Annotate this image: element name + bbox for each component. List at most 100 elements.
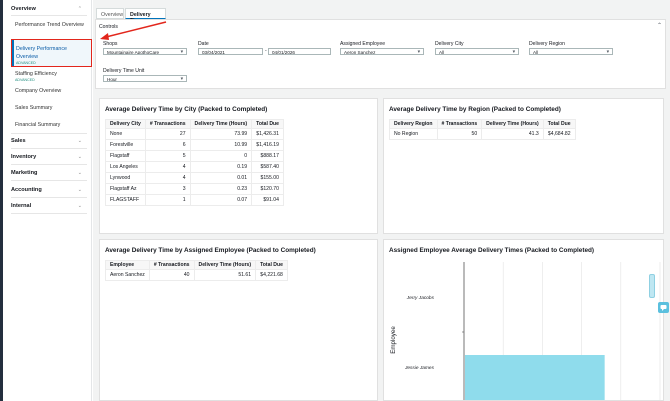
column-header[interactable]: # Transactions [436,119,483,129]
sidebar-item-delivery-performance[interactable]: Delivery Performance Overview ADVANCED [16,45,88,65]
sidebar-section-label: Marketing [11,170,38,176]
sidebar-item-label: Staffing Efficiency [15,71,57,77]
bar[interactable] [465,355,605,401]
region-table: Delivery Region # Transactions Delivery … [389,119,576,140]
chevron-down-icon: ▼ [511,49,516,54]
divider [11,180,87,181]
sidebar-item-financial-summary[interactable]: Financial Summary [15,121,60,129]
chevron-down-icon: ⌄ [77,203,82,209]
column-header[interactable]: Delivery Time (Hours) [481,119,544,129]
table-row: No Region 50 41.3 $4,684.82 [389,128,576,140]
table-cell: No Region [389,128,438,140]
table-cell: Los Angeles [105,161,146,173]
sidebar-section-marketing[interactable]: Marketing ⌄ [11,170,90,176]
sidebar-section-label: Accounting [11,187,42,193]
table-cell: 4 [144,172,191,184]
sidebar-section-accounting[interactable]: Accounting ⌄ [11,187,90,193]
region-table-panel: Average Delivery Time by Region (Packed … [383,98,664,234]
sidebar-section-label: Internal [11,203,32,209]
table-cell: $4,684.82 [542,128,576,140]
divider [11,213,87,214]
chevron-down-icon: ▼ [179,76,184,81]
app-edge-bar [0,0,3,401]
column-header[interactable]: # Transactions [148,260,195,270]
chevron-down-icon: ⌄ [77,138,82,144]
table-cell: 41.3 [481,128,544,140]
date-to-input[interactable]: 04/01/2026 [268,48,331,55]
divider [11,133,87,134]
sidebar-item-tag: ADVANCED [16,61,36,65]
tab-delivery-times[interactable]: Delivery Times [125,8,166,24]
table-cell: $1,426.31 [251,128,284,140]
column-header[interactable]: Delivery Time (Hours) [189,119,253,129]
date-from-input[interactable]: 03/04/2021 [198,48,263,55]
unit-label: Delivery Time Unit [103,68,145,74]
column-header[interactable]: Total Due [542,119,576,129]
sidebar-item-tag: ADVANCED [15,78,35,82]
sidebar-item-sales-summary[interactable]: Sales Summary [15,104,52,112]
shops-select[interactable]: Mountainaire ApothoCare ▼ [103,48,187,55]
sidebar-section-sales[interactable]: Sales ⌄ [11,138,90,144]
city-table: Delivery City # Transactions Delivery Ti… [105,119,284,206]
sidebar-item-staffing-efficiency[interactable]: Staffing Efficiency ADVANCED [15,70,57,82]
chevron-down-icon: ▼ [605,49,610,54]
chat-icon[interactable] [658,302,669,313]
table-cell: 6 [144,139,191,151]
shops-label: Shops [103,41,118,47]
table-row: FLAGSTAFF 1 0.07 $91.04 [105,194,284,206]
city-label: Delivery City [435,41,464,47]
table-cell: 0.19 [189,161,253,173]
region-select[interactable]: All ▼ [529,48,613,55]
employee-table-title: Average Delivery Time by Assigned Employ… [105,247,316,254]
table-cell: 3 [144,183,191,195]
table-cell: 10.99 [189,139,253,151]
chevron-down-icon: ⌄ [77,187,82,193]
highlight-box [11,39,92,67]
chevron-down-icon: ▼ [179,49,184,54]
column-header[interactable]: Total Due [255,260,288,270]
employee-label: Assigned Employee [340,41,386,47]
column-header[interactable]: Employee [105,260,150,270]
table-cell: 73.99 [189,128,253,140]
tab-overview[interactable]: Overview [96,8,124,19]
city-select[interactable]: All ▼ [435,48,519,55]
column-header[interactable]: Delivery City [105,119,146,129]
table-cell: Flagstaff Az [105,183,146,195]
table-cell: 27 [144,128,191,140]
table-cell: $587.40 [251,161,284,173]
table-cell: 51.61 [193,269,257,281]
column-header[interactable]: Delivery Region [389,119,438,129]
column-header[interactable]: Delivery Time (Hours) [193,260,257,270]
sidebar-section-internal[interactable]: Internal ⌄ [11,203,90,209]
table-cell: 1 [144,194,191,206]
chevron-up-icon[interactable]: ⌃ [656,23,662,29]
sidebar-section-overview[interactable]: Overview ⌃ [11,6,90,12]
employee-table-panel: Average Delivery Time by Assigned Employ… [99,239,378,401]
date-separator: - [265,48,267,54]
sidebar-item-company-overview[interactable]: Company Overview [15,87,61,95]
table-row: Los Angeles 4 0.19 $587.40 [105,161,284,173]
sidebar-section-inventory[interactable]: Inventory ⌄ [11,154,90,160]
employee-value: Aeron Sanchez [344,50,376,55]
column-header[interactable]: Total Due [251,119,284,129]
date-from-value: 03/04/2021 [202,50,225,55]
table-cell: 40 [148,269,195,281]
sidebar-item-label: Financial Summary [15,122,61,128]
table-row: Aeron Sanchez 40 51.61 $4,221.68 [105,269,288,281]
table-cell: 0.07 [189,194,253,206]
divider [11,15,87,16]
column-header[interactable]: # Transactions [144,119,191,129]
sidebar-item-performance-trend[interactable]: Performance Trend Overview [15,21,89,29]
chart-title: Assigned Employee Average Delivery Times… [389,247,595,254]
category-label: Jessie James [404,365,435,371]
employee-select[interactable]: Aeron Sanchez ▼ [340,48,424,55]
region-label: Delivery Region [529,41,565,47]
city-value: All [439,50,445,55]
table-cell: $91.04 [251,194,284,206]
controls-panel: Controls ⌃ Shops Mountainaire ApothoCare… [95,19,666,89]
table-row: Lynwood 4 0.01 $155.00 [105,172,284,184]
sidebar-section-label: Overview [11,6,36,12]
unit-select[interactable]: Hour ▼ [103,75,187,82]
table-row: Flagstaff Az 3 0.23 $120.70 [105,183,284,195]
chart-scrollbar[interactable] [649,274,655,298]
